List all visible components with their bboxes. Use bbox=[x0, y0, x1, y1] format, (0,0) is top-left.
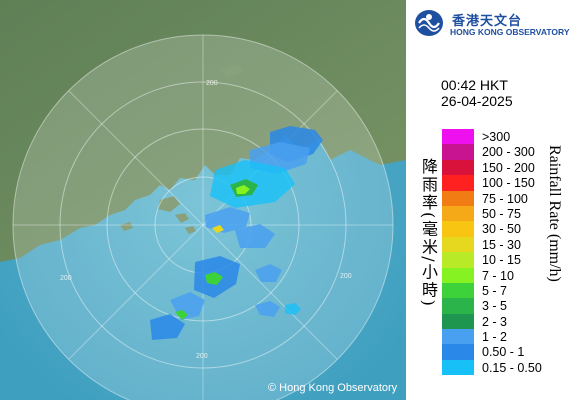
legend-row: 50 - 75 bbox=[442, 205, 572, 222]
legend-label: 2 - 3 bbox=[482, 314, 508, 329]
legend-row: 200 - 300 bbox=[442, 144, 572, 160]
legend-row: 15 - 30 bbox=[442, 236, 572, 253]
range-label: 200 bbox=[206, 80, 218, 87]
info-panel: 香港天文台 HONG KONG OBSERVATORY 00:42 HKT 26… bbox=[406, 0, 577, 400]
legend-swatch bbox=[442, 344, 474, 360]
legend-label: 50 - 75 bbox=[482, 206, 521, 221]
legend-swatch bbox=[442, 313, 474, 330]
island bbox=[158, 196, 180, 212]
legend-swatch bbox=[442, 159, 474, 176]
legend-swatch bbox=[442, 236, 474, 253]
legend-row: 0.15 - 0.50 bbox=[442, 359, 572, 376]
legend-swatch bbox=[442, 252, 474, 268]
legend-row: >300 bbox=[442, 129, 572, 145]
legend-row: 75 - 100 bbox=[442, 190, 572, 206]
legend-row: 5 - 7 bbox=[442, 282, 572, 299]
range-rings bbox=[12, 34, 394, 400]
rain-echoes bbox=[150, 126, 323, 340]
legend-swatch bbox=[442, 190, 474, 206]
legend-swatch bbox=[442, 129, 474, 145]
legend-label: 3 - 5 bbox=[482, 299, 508, 314]
legend-swatch bbox=[442, 359, 474, 376]
legend-title-cn: 降雨率(毫米/小時) bbox=[419, 158, 438, 308]
legend-row: 3 - 5 bbox=[442, 298, 572, 314]
hko-logo[interactable]: 香港天文台 HONG KONG OBSERVATORY bbox=[414, 8, 574, 38]
legend-row: 0.50 - 1 bbox=[442, 344, 572, 360]
island bbox=[175, 213, 189, 223]
legend-label: 0.15 - 0.50 bbox=[482, 360, 542, 375]
org-name-en: HONG KONG OBSERVATORY bbox=[450, 27, 570, 37]
legend-label: 100 - 150 bbox=[482, 176, 535, 191]
legend-label: 200 - 300 bbox=[482, 145, 535, 160]
range-label: 200 bbox=[340, 273, 352, 280]
legend-row: 150 - 200 bbox=[442, 159, 572, 176]
legend-row: 100 - 150 bbox=[442, 175, 572, 191]
radar-map-image: 200 200 200 200 bbox=[0, 0, 406, 400]
legend-title-en: Rainfall Rate (mm/h) bbox=[546, 145, 563, 282]
land-mass bbox=[0, 0, 406, 262]
legend-label: 30 - 50 bbox=[482, 222, 521, 237]
legend-label: 150 - 200 bbox=[482, 160, 535, 175]
legend-label: 15 - 30 bbox=[482, 237, 521, 252]
range-label: 200 bbox=[196, 353, 208, 360]
radar-map: 200 200 200 200 © Hong Kong Observatory bbox=[0, 0, 406, 400]
legend-swatch bbox=[442, 205, 474, 222]
legend-row: 30 - 50 bbox=[442, 221, 572, 237]
copyright-text: © Hong Kong Observatory bbox=[268, 382, 398, 394]
observation-date: 26-04-2025 bbox=[441, 93, 513, 109]
legend-swatch bbox=[442, 267, 474, 283]
legend-label: 5 - 7 bbox=[482, 283, 508, 298]
rainfall-legend: >300 200 - 300 150 - 200 100 - 150 75 - 100 5… bbox=[442, 129, 572, 376]
legend-label: 0.50 - 1 bbox=[482, 345, 525, 360]
legend-row: 7 - 10 bbox=[442, 267, 572, 283]
legend-label: 1 - 2 bbox=[482, 330, 508, 345]
island bbox=[220, 64, 244, 78]
hko-logo-icon bbox=[415, 10, 443, 36]
observation-time: 00:42 HKT bbox=[441, 77, 508, 93]
legend-label: 10 - 15 bbox=[482, 253, 521, 268]
legend-row: 1 - 2 bbox=[442, 329, 572, 345]
legend-swatch bbox=[442, 329, 474, 345]
legend-row: 10 - 15 bbox=[442, 252, 572, 268]
legend-swatch bbox=[442, 298, 474, 314]
legend-swatch bbox=[442, 144, 474, 160]
org-name-cn: 香港天文台 bbox=[452, 14, 523, 29]
legend-label: >300 bbox=[482, 130, 511, 144]
legend-label: 75 - 100 bbox=[482, 191, 528, 206]
legend-label: 7 - 10 bbox=[482, 268, 514, 283]
legend-swatch bbox=[442, 175, 474, 191]
range-label: 200 bbox=[60, 275, 72, 282]
island bbox=[185, 226, 196, 234]
legend-swatch bbox=[442, 221, 474, 237]
legend-row: 2 - 3 bbox=[442, 313, 572, 330]
legend-swatch bbox=[442, 282, 474, 299]
island bbox=[120, 222, 133, 231]
